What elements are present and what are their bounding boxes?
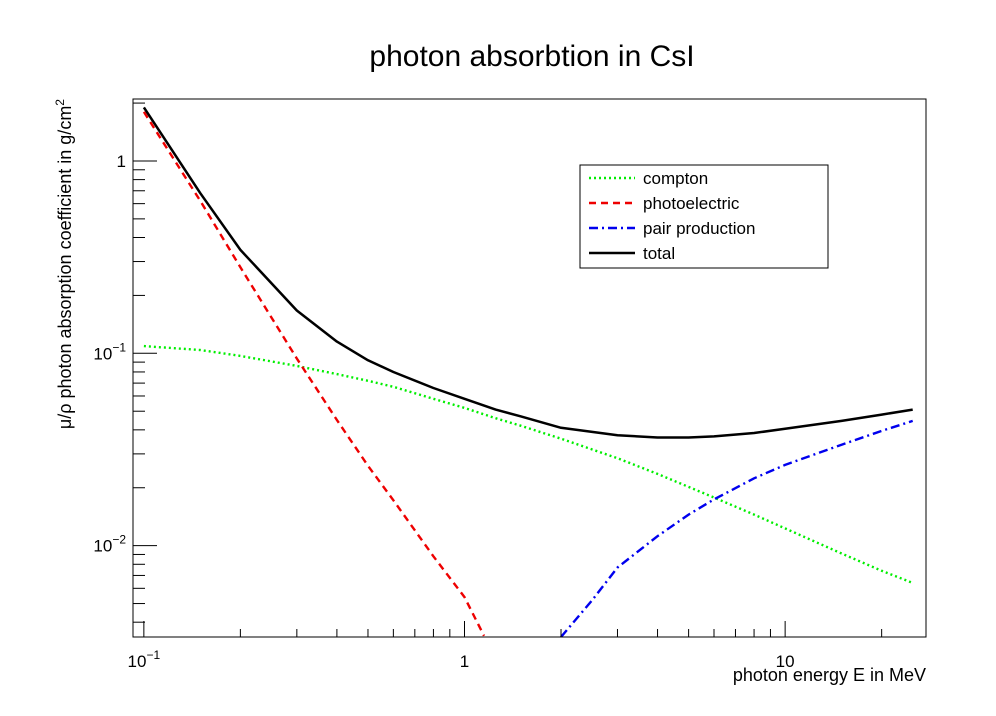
series-photoelectric-line: [142, 111, 486, 637]
y-axis-label-sup: 2: [53, 99, 67, 106]
legend-label-photoelectric: photoelectric: [643, 194, 740, 213]
x-tick-label: 1: [460, 652, 469, 671]
legend-label-total: total: [643, 244, 675, 263]
x-tick-label: 10−1: [128, 648, 161, 671]
y-axis-label: μ/ρ photon absorption coefficient in g/c…: [53, 99, 75, 429]
legend-label-pair-production: pair production: [643, 219, 755, 238]
legend-label-compton: compton: [643, 169, 708, 188]
legend: compton photoelectric pair production total: [579, 164, 829, 269]
y-tick-label: 10−1: [93, 340, 126, 363]
x-tick-label: 10: [776, 652, 795, 671]
chart-title: photon absorbtion in CsI: [369, 40, 694, 73]
y-tick-label: 10−2: [93, 533, 126, 556]
series-layer: [142, 106, 914, 637]
legend-box: [579, 164, 829, 269]
series-pair-production-line: [560, 419, 914, 637]
plot-frame: [132, 98, 927, 638]
y-axis-label-text: μ/ρ photon absorption coefficient in g/c…: [55, 106, 75, 429]
series-total-line: [142, 106, 913, 439]
ticks-layer: 10−1 1 10 10−2 10−1 1: [93, 102, 883, 671]
y-tick-label: 1: [117, 152, 126, 171]
series-compton-line: [143, 344, 914, 585]
x-axis-label: photon energy E in MeV: [733, 665, 926, 685]
